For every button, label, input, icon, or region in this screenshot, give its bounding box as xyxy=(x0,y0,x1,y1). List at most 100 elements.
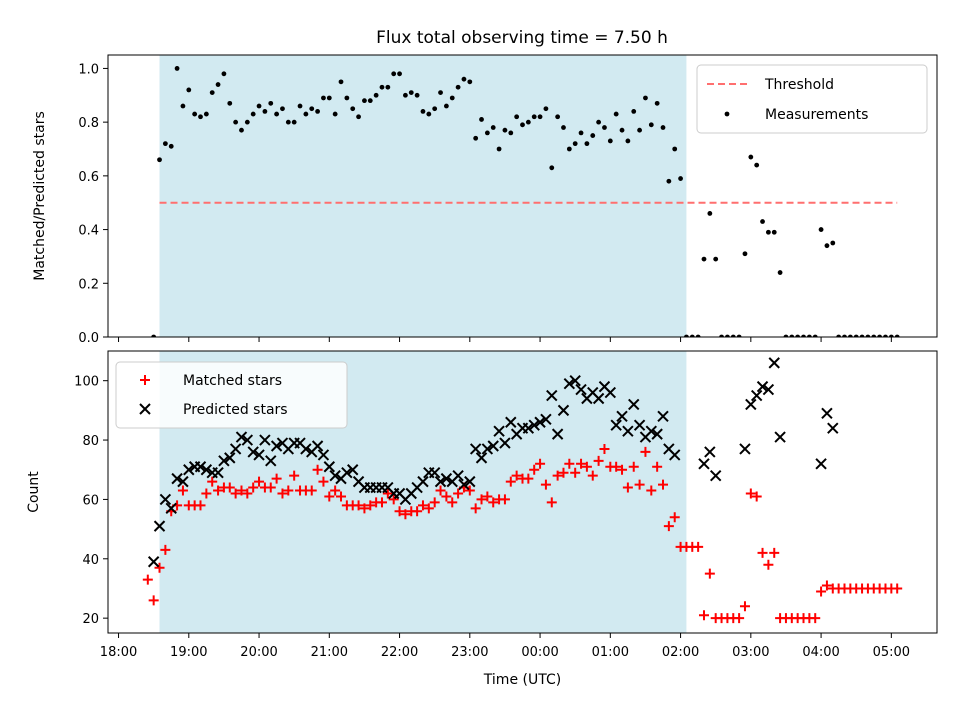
measurement-point xyxy=(508,130,514,136)
predicted-stars-point xyxy=(633,419,646,431)
predicted-stars-point xyxy=(610,419,622,431)
predicted-stars-point xyxy=(165,502,177,515)
axes-frame xyxy=(107,350,938,634)
matched-stars-point xyxy=(745,488,756,499)
x-tick-label: 00:00 xyxy=(521,645,558,660)
predicted-stars-point xyxy=(750,389,763,402)
y-axis-label: Count xyxy=(26,471,42,513)
measurement-point xyxy=(648,122,654,128)
measurement-point xyxy=(561,125,566,130)
matched-stars-point xyxy=(248,482,259,493)
y-tick-label: 0.4 xyxy=(78,224,99,239)
predicted-stars-point xyxy=(218,455,230,467)
predicted-stars-point xyxy=(815,458,827,470)
measurement-point xyxy=(180,103,186,109)
measurement-point xyxy=(777,270,783,275)
predicted-stars-point xyxy=(224,452,236,464)
x-tick-label: 19:00 xyxy=(170,645,207,660)
y-tick-label: 0.2 xyxy=(78,277,99,292)
measurement-point xyxy=(239,127,244,133)
y-tick-label: 0.6 xyxy=(78,170,99,185)
predicted-stars-point xyxy=(469,443,482,455)
predicted-stars-point xyxy=(212,466,224,479)
measurement-point xyxy=(853,334,859,337)
matched-stars-point xyxy=(417,500,428,511)
matched-stars-point xyxy=(318,476,329,487)
matched-stars-point xyxy=(177,485,188,496)
measurement-point xyxy=(490,125,496,130)
measurement-point xyxy=(596,119,602,125)
measurement-point xyxy=(555,114,561,120)
matched-stars-point xyxy=(581,461,592,472)
measurement-point xyxy=(192,111,198,117)
predicted-stars-point xyxy=(645,425,658,437)
legend-matched-label: Matched stars xyxy=(183,373,282,389)
measurement-point xyxy=(496,146,502,152)
predicted-stars-point xyxy=(159,493,172,506)
measurement-point xyxy=(678,176,683,181)
matched-stars-point xyxy=(540,479,551,490)
measurement-point xyxy=(426,111,432,117)
predicted-stars-point xyxy=(428,466,441,479)
matched-stars-point xyxy=(353,500,364,511)
matched-stars-point xyxy=(365,500,376,511)
x-axis-label: Time (UTC) xyxy=(483,672,561,688)
y-tick-label: 20 xyxy=(82,612,99,627)
measurement-point xyxy=(584,141,590,147)
matched-stars-point xyxy=(698,610,709,621)
matched-stars-point xyxy=(423,503,434,514)
y-axis-label: Matched/Predicted stars xyxy=(32,111,48,281)
measurement-point xyxy=(701,256,707,262)
predicted-stars-point xyxy=(183,464,195,476)
predicted-stars-point xyxy=(821,407,833,420)
matched-stars-point xyxy=(593,455,604,466)
matched-stars-point xyxy=(265,482,276,493)
matched-stars-point xyxy=(816,586,827,597)
predicted-stars-point xyxy=(768,357,780,369)
measurement-point xyxy=(842,334,847,337)
measurement-point xyxy=(356,114,361,120)
matched-stars-point xyxy=(652,461,663,472)
predicted-stars-point xyxy=(563,377,576,390)
matched-stars-point xyxy=(693,541,704,552)
measurement-point xyxy=(537,114,543,120)
measurement-point xyxy=(894,334,900,337)
measurement-point xyxy=(479,117,484,122)
predicted-stars-point xyxy=(604,386,617,399)
matched-stars-point xyxy=(336,491,347,502)
matched-stars-point xyxy=(382,488,393,499)
matched-stars-point xyxy=(195,500,206,511)
measurement-point xyxy=(660,125,666,130)
matched-stars-point xyxy=(441,491,452,502)
matched-stars-point xyxy=(576,458,587,469)
matched-stars-point xyxy=(359,503,370,514)
predicted-stars-point xyxy=(329,469,341,482)
matched-stars-point xyxy=(224,482,235,493)
measurement-point xyxy=(666,178,672,184)
x-tick-label: 04:00 xyxy=(802,645,839,660)
y-tick-label: 0.8 xyxy=(78,116,99,131)
predicted-stars-point xyxy=(464,475,476,488)
matched-stars-point xyxy=(669,512,680,523)
matched-stars-point xyxy=(412,506,423,517)
measurement-point xyxy=(321,95,326,101)
matched-stars-point xyxy=(587,470,598,481)
measurement-point xyxy=(373,92,379,98)
predicted-stars-point xyxy=(569,374,581,387)
predicted-stars-point xyxy=(546,389,558,402)
x-tick-label: 18:00 xyxy=(100,645,137,660)
plot-area xyxy=(142,357,903,624)
matched-stars-point xyxy=(289,470,300,481)
matched-stars-point xyxy=(306,485,317,496)
matched-stars-point xyxy=(476,494,487,505)
measurement-point xyxy=(280,106,285,112)
predicted-stars-point xyxy=(745,398,757,411)
measurement-point xyxy=(765,229,771,235)
axes-frame xyxy=(107,54,938,338)
matched-stars-point xyxy=(142,574,153,585)
y-tick-label: 1.0 xyxy=(78,62,99,77)
x-tick-label: 22:00 xyxy=(381,645,418,660)
predicted-stars-point xyxy=(493,425,505,437)
measurement-point xyxy=(631,109,637,114)
matched-stars-point xyxy=(892,583,903,594)
